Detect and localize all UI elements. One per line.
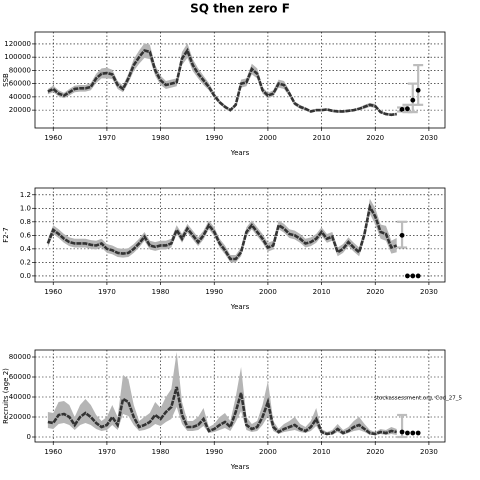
y-tick-label: 1.0 bbox=[20, 204, 31, 212]
x-tick-label: 1990 bbox=[205, 134, 223, 142]
x-axis-label: Years bbox=[230, 463, 250, 471]
x-tick-label: 1960 bbox=[44, 288, 62, 296]
plot-frame bbox=[34, 349, 446, 443]
x-tick-label: 2000 bbox=[259, 288, 277, 296]
x-tick-label: 2020 bbox=[366, 448, 384, 456]
y-tick-label: 0.4 bbox=[20, 245, 32, 253]
estimate-line bbox=[47, 47, 397, 117]
x-tick-label: 1960 bbox=[44, 134, 62, 142]
y-tick-label: 20000 bbox=[9, 413, 31, 421]
y-tick-label: 0.8 bbox=[20, 218, 31, 226]
forecast-point bbox=[405, 273, 410, 279]
x-tick-label: 1990 bbox=[205, 288, 223, 296]
x-tick-label: 1980 bbox=[152, 288, 170, 296]
forecast-point bbox=[415, 430, 421, 436]
x-tick-label: 2030 bbox=[420, 448, 438, 456]
x-axis-label: Years bbox=[230, 149, 250, 157]
forecast-point bbox=[410, 273, 416, 279]
y-tick-label: 100000 bbox=[4, 53, 31, 61]
y-tick-label: 0 bbox=[27, 433, 31, 441]
plot-frame bbox=[34, 187, 446, 283]
forecast-point bbox=[415, 87, 421, 93]
y-tick-label: 80000 bbox=[9, 66, 31, 74]
x-tick-label: 2000 bbox=[259, 134, 277, 142]
forecast-point bbox=[399, 429, 405, 435]
x-tick-label: 2010 bbox=[313, 134, 331, 142]
y-tick-label: 1.2 bbox=[20, 191, 31, 199]
forecast-point bbox=[405, 430, 410, 436]
confidence-band bbox=[47, 198, 397, 263]
estimate-line bbox=[46, 203, 398, 261]
estimate-line bbox=[47, 386, 397, 436]
x-tick-label: 1980 bbox=[152, 134, 170, 142]
x-axis-label: Years bbox=[230, 303, 250, 311]
x-tick-label: 1960 bbox=[44, 448, 62, 456]
confidence-band bbox=[47, 352, 397, 435]
y-axis-label: SSB bbox=[2, 73, 10, 87]
y-tick-label: 60000 bbox=[9, 80, 31, 88]
forecast-point bbox=[410, 430, 416, 436]
annotation: stockassessment.org, Cod_27_5 bbox=[374, 396, 463, 402]
x-tick-label: 1980 bbox=[152, 448, 170, 456]
forecast-point bbox=[415, 273, 421, 279]
x-tick-label: 1970 bbox=[98, 448, 116, 456]
y-axis-label: Recruits (age 2) bbox=[2, 368, 10, 424]
y-tick-label: 20000 bbox=[9, 106, 31, 114]
forecast-point bbox=[410, 97, 416, 103]
x-tick-label: 2020 bbox=[366, 288, 384, 296]
forecast-point bbox=[399, 107, 405, 112]
x-tick-label: 1970 bbox=[98, 288, 116, 296]
figure-title: SQ then zero F bbox=[190, 2, 290, 16]
x-tick-label: 1970 bbox=[98, 134, 116, 142]
y-axis-label: F2-7 bbox=[2, 227, 10, 242]
x-tick-label: 2020 bbox=[366, 134, 384, 142]
x-tick-label: 2030 bbox=[420, 288, 438, 296]
forecast-point bbox=[399, 232, 405, 238]
y-tick-label: 60000 bbox=[9, 373, 31, 381]
y-tick-label: 0.0 bbox=[20, 272, 31, 280]
y-tick-label: 40000 bbox=[9, 93, 31, 101]
x-tick-label: 2010 bbox=[313, 448, 331, 456]
y-tick-label: 80000 bbox=[9, 353, 31, 361]
forecast-point bbox=[405, 106, 410, 112]
y-tick-label: 0.2 bbox=[20, 258, 31, 266]
x-tick-label: 2010 bbox=[313, 288, 331, 296]
x-tick-label: 2030 bbox=[420, 134, 438, 142]
y-tick-label: 120000 bbox=[4, 40, 31, 48]
y-tick-label: 40000 bbox=[9, 393, 31, 401]
x-tick-label: 1990 bbox=[205, 448, 223, 456]
x-tick-label: 2000 bbox=[259, 448, 277, 456]
plot-frame bbox=[34, 31, 446, 129]
y-tick-label: 0.6 bbox=[20, 231, 32, 239]
